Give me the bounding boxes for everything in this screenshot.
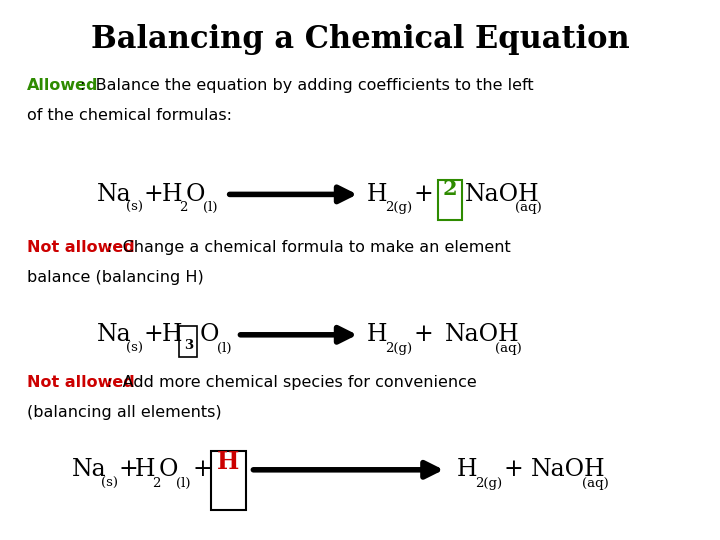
Text: 2: 2 xyxy=(179,201,188,214)
Text: :  Add more chemical species for convenience: : Add more chemical species for convenie… xyxy=(107,375,477,390)
Text: O: O xyxy=(158,458,178,481)
Text: (aq): (aq) xyxy=(495,342,522,355)
Text: +: + xyxy=(193,458,212,481)
Text: H: H xyxy=(367,323,387,346)
Text: H: H xyxy=(217,450,240,474)
Text: (aq): (aq) xyxy=(515,201,541,214)
Text: H: H xyxy=(367,183,387,206)
Text: +: + xyxy=(144,183,163,206)
Text: Not allowed: Not allowed xyxy=(27,240,135,255)
Text: +: + xyxy=(144,323,163,346)
Text: (l): (l) xyxy=(176,477,190,490)
Bar xyxy=(211,451,246,510)
Text: Na: Na xyxy=(97,323,132,346)
Text: :  Balance the equation by adding coefficients to the left: : Balance the equation by adding coeffic… xyxy=(80,78,534,93)
Text: NaOH: NaOH xyxy=(531,458,606,481)
Text: of the chemical formulas:: of the chemical formulas: xyxy=(27,108,233,123)
Text: O: O xyxy=(186,183,205,206)
Text: 2: 2 xyxy=(152,477,161,490)
Text: (s): (s) xyxy=(126,201,143,214)
Text: +: + xyxy=(414,183,433,206)
Text: Not allowed: Not allowed xyxy=(27,375,135,390)
Text: (s): (s) xyxy=(126,342,143,355)
Text: (l): (l) xyxy=(217,342,232,355)
Text: O: O xyxy=(199,323,219,346)
Text: NaOH: NaOH xyxy=(445,323,520,346)
Text: 2: 2 xyxy=(442,179,457,199)
Text: H: H xyxy=(162,323,182,346)
Text: balance (balancing H): balance (balancing H) xyxy=(27,270,204,285)
Text: H: H xyxy=(135,458,155,481)
Text: 2(g): 2(g) xyxy=(385,201,413,214)
Text: :  Change a chemical formula to make an element: : Change a chemical formula to make an e… xyxy=(107,240,510,255)
Bar xyxy=(438,180,462,220)
Text: 2(g): 2(g) xyxy=(475,477,503,490)
Text: H: H xyxy=(162,183,182,206)
Bar xyxy=(179,326,197,357)
Text: Na: Na xyxy=(72,458,107,481)
Text: 2(g): 2(g) xyxy=(385,342,413,355)
Text: +: + xyxy=(119,458,138,481)
Text: (s): (s) xyxy=(101,477,118,490)
Text: (l): (l) xyxy=(203,201,217,214)
Text: Allowed: Allowed xyxy=(27,78,99,93)
Text: Na: Na xyxy=(97,183,132,206)
Text: Balancing a Chemical Equation: Balancing a Chemical Equation xyxy=(91,24,629,55)
Text: (aq): (aq) xyxy=(582,477,608,490)
Text: H: H xyxy=(457,458,477,481)
Text: +: + xyxy=(414,323,433,346)
Text: (balancing all elements): (balancing all elements) xyxy=(27,405,222,420)
Text: 3: 3 xyxy=(184,339,193,352)
Text: NaOH: NaOH xyxy=(464,183,539,206)
Text: +: + xyxy=(504,458,523,481)
